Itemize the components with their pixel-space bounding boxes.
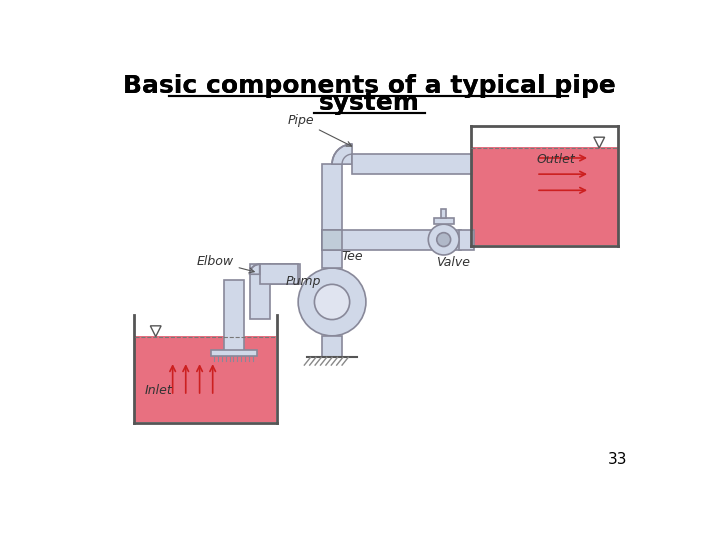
Bar <box>322 230 342 249</box>
Bar <box>211 350 257 356</box>
Text: Pipe: Pipe <box>287 114 351 146</box>
Text: system: system <box>318 91 420 116</box>
Circle shape <box>315 285 350 320</box>
Bar <box>135 336 276 422</box>
Text: Outlet: Outlet <box>536 153 575 166</box>
Text: Tee: Tee <box>341 249 363 262</box>
Polygon shape <box>150 326 161 336</box>
Bar <box>322 336 342 357</box>
Bar <box>224 280 244 354</box>
Bar <box>322 164 342 230</box>
Bar <box>352 154 472 174</box>
Circle shape <box>298 268 366 336</box>
Wedge shape <box>250 264 260 274</box>
Polygon shape <box>594 137 605 148</box>
Text: Pump: Pump <box>286 275 321 288</box>
Text: 33: 33 <box>608 452 627 467</box>
Text: Basic components of a typical pipe: Basic components of a typical pipe <box>122 75 616 98</box>
Wedge shape <box>332 144 352 164</box>
Bar <box>322 230 342 268</box>
Circle shape <box>428 224 459 255</box>
Text: Elbow: Elbow <box>197 255 254 273</box>
Text: Basic components of a typical pipe: Basic components of a typical pipe <box>122 75 616 98</box>
Bar <box>472 147 618 245</box>
Bar <box>433 218 454 224</box>
Bar <box>250 264 270 319</box>
Bar <box>260 264 298 284</box>
Text: system: system <box>318 91 420 116</box>
Text: Valve: Valve <box>436 256 470 269</box>
Circle shape <box>437 233 451 247</box>
Bar <box>270 264 300 284</box>
Bar <box>459 230 474 249</box>
Bar <box>322 230 461 249</box>
Bar <box>441 209 446 218</box>
Text: Inlet: Inlet <box>145 383 173 396</box>
